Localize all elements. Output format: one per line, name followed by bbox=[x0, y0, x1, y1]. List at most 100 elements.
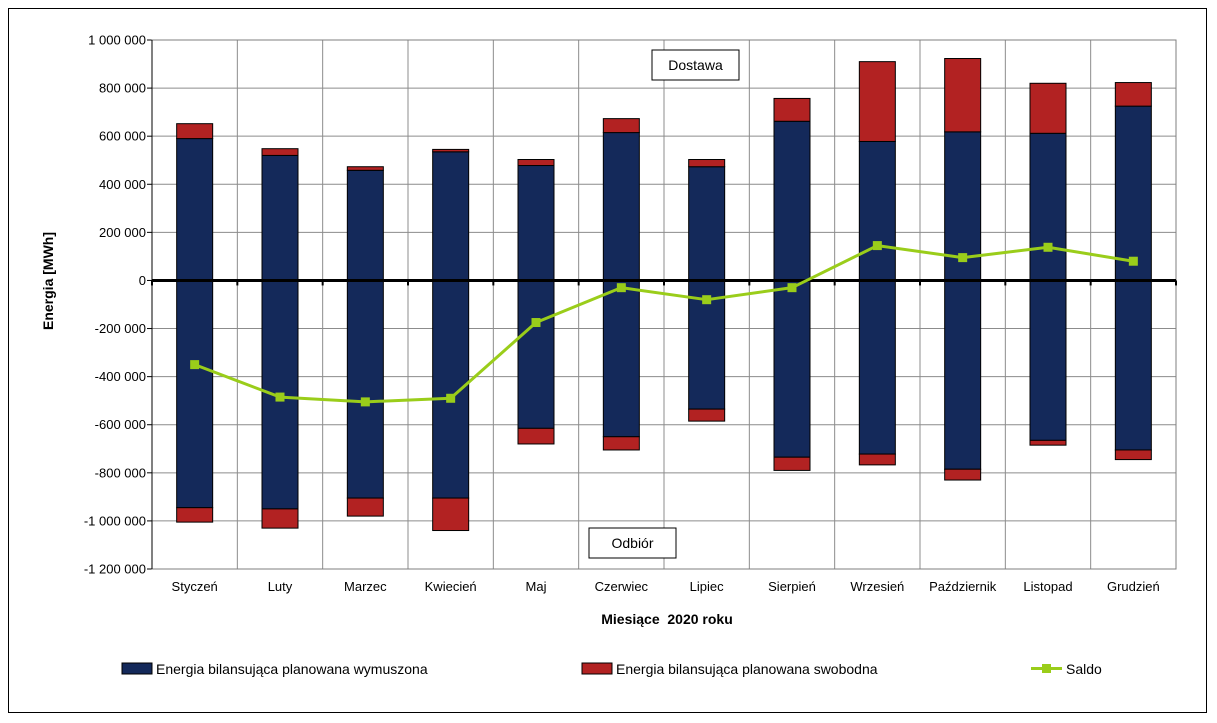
y-tick-label: 800 000 bbox=[99, 81, 146, 96]
bar-swobodna-dostawa bbox=[1029, 82, 1067, 134]
bar-swobodna-odbior bbox=[858, 453, 896, 466]
legend-swatch-wymuszona bbox=[121, 662, 153, 675]
y-tick-label: 1 000 000 bbox=[88, 33, 146, 48]
bar-wymuszona-dostawa bbox=[602, 132, 640, 281]
bar-wymuszona-dostawa bbox=[176, 138, 214, 281]
bar-wymuszona-dostawa bbox=[1029, 132, 1067, 281]
y-tick-label: -200 000 bbox=[95, 321, 146, 336]
x-tick-label: Październik bbox=[929, 579, 997, 594]
bar-wymuszona-odbior bbox=[1114, 279, 1152, 451]
x-tick-label: Styczeń bbox=[172, 579, 218, 594]
bar-swobodna-odbior bbox=[944, 468, 982, 481]
bar-wymuszona-odbior bbox=[346, 279, 384, 499]
legend-item-wymuszona: Energia bilansująca planowana wymuszona bbox=[121, 661, 428, 677]
saldo-point bbox=[275, 392, 285, 402]
saldo-point bbox=[702, 295, 712, 305]
dostawa-box: Dostawa bbox=[651, 49, 740, 81]
bar-swobodna-dostawa bbox=[261, 148, 299, 156]
bar-wymuszona-dostawa bbox=[261, 154, 299, 281]
odbior-label: Odbiór bbox=[611, 535, 653, 551]
bar-swobodna-odbior bbox=[602, 436, 640, 451]
y-tick-label: -600 000 bbox=[95, 417, 146, 432]
legend-marker-saldo bbox=[1042, 664, 1051, 673]
bar-wymuszona-odbior bbox=[176, 279, 214, 509]
bar-wymuszona-odbior bbox=[432, 279, 470, 499]
saldo-point bbox=[958, 253, 968, 263]
bar-swobodna-dostawa bbox=[1114, 82, 1152, 107]
legend-label-saldo: Saldo bbox=[1066, 661, 1102, 677]
x-tick-label: Maj bbox=[526, 579, 547, 594]
bar-wymuszona-dostawa bbox=[858, 140, 896, 281]
y-tick-label: 0 bbox=[139, 273, 146, 288]
x-tick-label: Luty bbox=[268, 579, 293, 594]
bar-wymuszona-dostawa bbox=[432, 151, 470, 281]
x-tick-label: Lipiec bbox=[690, 579, 724, 594]
bar-wymuszona-odbior bbox=[517, 279, 555, 429]
y-tick-label: 400 000 bbox=[99, 177, 146, 192]
bar-swobodna-dostawa bbox=[432, 148, 470, 153]
bar-swobodna-odbior bbox=[1029, 439, 1067, 446]
legend-label-swobodna: Energia bilansująca planowana swobodna bbox=[616, 661, 878, 677]
bar-swobodna-odbior bbox=[517, 427, 555, 445]
chart-frame: 1 000 000 800 000 600 000 400 000 200 000 0 -2… bbox=[8, 8, 1207, 713]
saldo-line bbox=[151, 241, 1177, 407]
bar-wymuszona-odbior bbox=[773, 279, 811, 458]
x-tick-label: Wrzesień bbox=[850, 579, 904, 594]
x-tick-label: Marzec bbox=[344, 579, 387, 594]
saldo-point bbox=[360, 397, 370, 407]
saldo-point bbox=[1043, 242, 1053, 252]
bar-swobodna-odbior bbox=[176, 507, 214, 523]
bar-wymuszona-odbior bbox=[602, 279, 640, 438]
bar-wymuszona-dostawa bbox=[773, 120, 811, 281]
x-tick-label: Listopad bbox=[1023, 579, 1072, 594]
y-tick-label: -1 200 000 bbox=[84, 562, 146, 577]
y-axis-title: Energia [MWh] bbox=[40, 232, 56, 330]
saldo-point bbox=[872, 241, 882, 251]
legend-label-wymuszona: Energia bilansująca planowana wymuszona bbox=[156, 661, 428, 677]
saldo-point bbox=[190, 360, 200, 370]
bar-wymuszona-dostawa bbox=[688, 166, 726, 281]
y-tick-label: 600 000 bbox=[99, 129, 146, 144]
saldo-point bbox=[446, 393, 456, 403]
y-tick-label: 200 000 bbox=[99, 225, 146, 240]
legend-item-saldo: Saldo bbox=[1031, 661, 1102, 677]
bar-swobodna-odbior bbox=[432, 497, 470, 532]
bar-swobodna-dostawa bbox=[346, 166, 384, 171]
bar-wymuszona-dostawa bbox=[517, 165, 555, 281]
bar-wymuszona-dostawa bbox=[1114, 105, 1152, 281]
x-tick-label: Grudzień bbox=[1107, 579, 1160, 594]
bars bbox=[176, 58, 1152, 532]
chart-svg: 1 000 000 800 000 600 000 400 000 200 000 0 -2… bbox=[40, 33, 1177, 677]
bar-swobodna-odbior bbox=[1114, 449, 1152, 461]
plot-area bbox=[147, 39, 1177, 570]
x-tick-label: Sierpień bbox=[768, 579, 816, 594]
bar-swobodna-odbior bbox=[346, 497, 384, 517]
x-tick-label: Kwiecień bbox=[425, 579, 477, 594]
saldo-point bbox=[787, 283, 797, 293]
saldo-polyline bbox=[194, 244, 1134, 404]
bar-swobodna-dostawa bbox=[773, 97, 811, 122]
bar-swobodna-dostawa bbox=[602, 118, 640, 134]
legend-item-swobodna: Energia bilansująca planowana swobodna bbox=[581, 661, 878, 677]
y-tick-label: -400 000 bbox=[95, 369, 146, 384]
bar-swobodna-dostawa bbox=[944, 58, 982, 133]
bar-wymuszona-odbior bbox=[944, 279, 982, 470]
legend-swatch-swobodna bbox=[581, 662, 613, 675]
saldo-point bbox=[1128, 256, 1138, 266]
x-axis-title: Miesiące 2020 roku bbox=[601, 611, 733, 627]
bar-swobodna-odbior bbox=[261, 508, 299, 529]
bar-swobodna-dostawa bbox=[517, 159, 555, 167]
bar-wymuszona-odbior bbox=[1029, 279, 1067, 441]
saldo-point bbox=[616, 283, 626, 293]
bar-swobodna-odbior bbox=[773, 456, 811, 471]
bar-swobodna-dostawa bbox=[688, 159, 726, 168]
y-tick-label: -1 000 000 bbox=[84, 513, 146, 528]
bar-swobodna-dostawa bbox=[858, 61, 896, 142]
axis-labels: 1 000 000 800 000 600 000 400 000 200 000 0 -2… bbox=[84, 33, 1160, 595]
bar-swobodna-odbior bbox=[688, 408, 726, 422]
bar-wymuszona-odbior bbox=[858, 279, 896, 455]
x-tick-label: Czerwiec bbox=[595, 579, 649, 594]
bar-swobodna-dostawa bbox=[176, 123, 214, 140]
y-tick-label: -800 000 bbox=[95, 465, 146, 480]
odbior-box: Odbiór bbox=[588, 527, 677, 559]
